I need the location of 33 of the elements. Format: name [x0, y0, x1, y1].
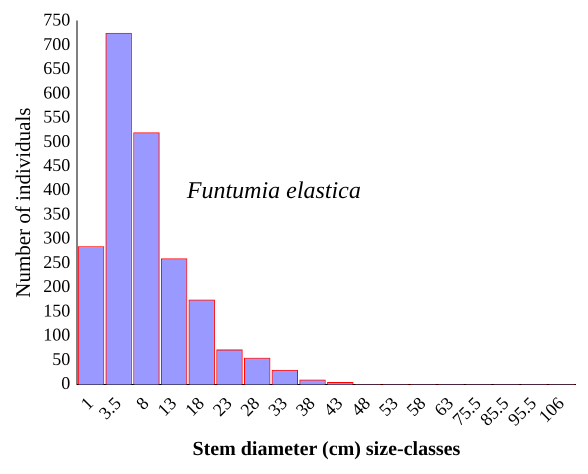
x-tick-label: 23	[208, 393, 236, 420]
x-tick-label: 53	[374, 393, 402, 420]
y-tick-label: 300	[43, 228, 70, 248]
y-tick-label: 400	[43, 179, 70, 200]
x-tick-label: 48	[347, 393, 374, 420]
y-tick-label: 0	[61, 373, 70, 394]
y-tick-label: 750	[43, 10, 70, 30]
y-tick-label: 500	[43, 130, 70, 151]
y-tick-label: 250	[43, 252, 70, 272]
x-tick-label: 3.5	[94, 393, 125, 424]
y-tick-label: 50	[52, 348, 70, 369]
x-tick-label: 1	[76, 393, 98, 414]
x-tick-label: 8	[132, 393, 153, 414]
annotation: Funtumia elastica	[186, 178, 361, 204]
x-tick-label: 33	[264, 393, 292, 420]
x-tick-label: 58	[402, 393, 430, 420]
x-tick-label: 38	[292, 393, 319, 420]
y-tick-label: 200	[43, 276, 70, 296]
y-tick-label: 650	[43, 58, 70, 78]
y-tick-label: 700	[43, 34, 70, 54]
x-tick-label: 43	[320, 393, 346, 420]
x-tick-label: 106	[534, 393, 568, 426]
y-tick-label: 600	[43, 82, 70, 102]
x-tick-label: 13	[153, 393, 180, 420]
y-tick-label: 550	[43, 106, 70, 127]
y-axis-title: Number of individuals	[11, 108, 36, 298]
y-tick-label: 150	[43, 300, 70, 320]
y-tick-label: 350	[43, 203, 70, 224]
x-tick-label: 28	[236, 393, 264, 420]
x-axis-title: Stem diameter (cm) size-classes	[192, 438, 461, 460]
y-tick-label: 100	[43, 324, 70, 345]
x-tick-label: 18	[181, 393, 208, 420]
y-tick-label: 450	[43, 154, 70, 175]
